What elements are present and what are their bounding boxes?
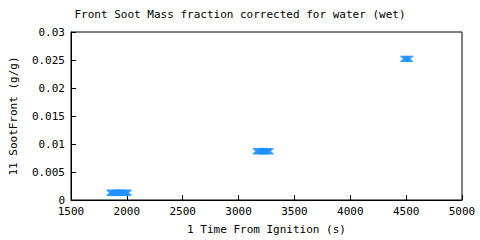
svg-text:1500: 1500 — [58, 205, 85, 218]
svg-text:4500: 4500 — [393, 205, 420, 218]
svg-text:Front Soot Mass fraction corre: Front Soot Mass fraction corrected for w… — [74, 8, 405, 21]
svg-text:4000: 4000 — [337, 205, 364, 218]
svg-text:0.03: 0.03 — [39, 26, 66, 39]
svg-text:1 Time From Ignition (s): 1 Time From Ignition (s) — [187, 223, 346, 236]
svg-text:0: 0 — [58, 193, 65, 207]
svg-text:5000: 5000 — [449, 205, 476, 218]
svg-text:0.015: 0.015 — [32, 110, 65, 123]
svg-text:0.005: 0.005 — [32, 166, 65, 179]
svg-text:3500: 3500 — [281, 205, 308, 218]
svg-text:2500: 2500 — [169, 205, 196, 218]
svg-text:0.01: 0.01 — [39, 138, 66, 151]
svg-text:3000: 3000 — [225, 205, 252, 218]
svg-text:0.02: 0.02 — [39, 82, 66, 95]
svg-text:2000: 2000 — [114, 205, 141, 218]
svg-text:0.025: 0.025 — [32, 54, 65, 67]
svg-text:11 SootFront (g/g): 11 SootFront (g/g) — [7, 56, 20, 175]
